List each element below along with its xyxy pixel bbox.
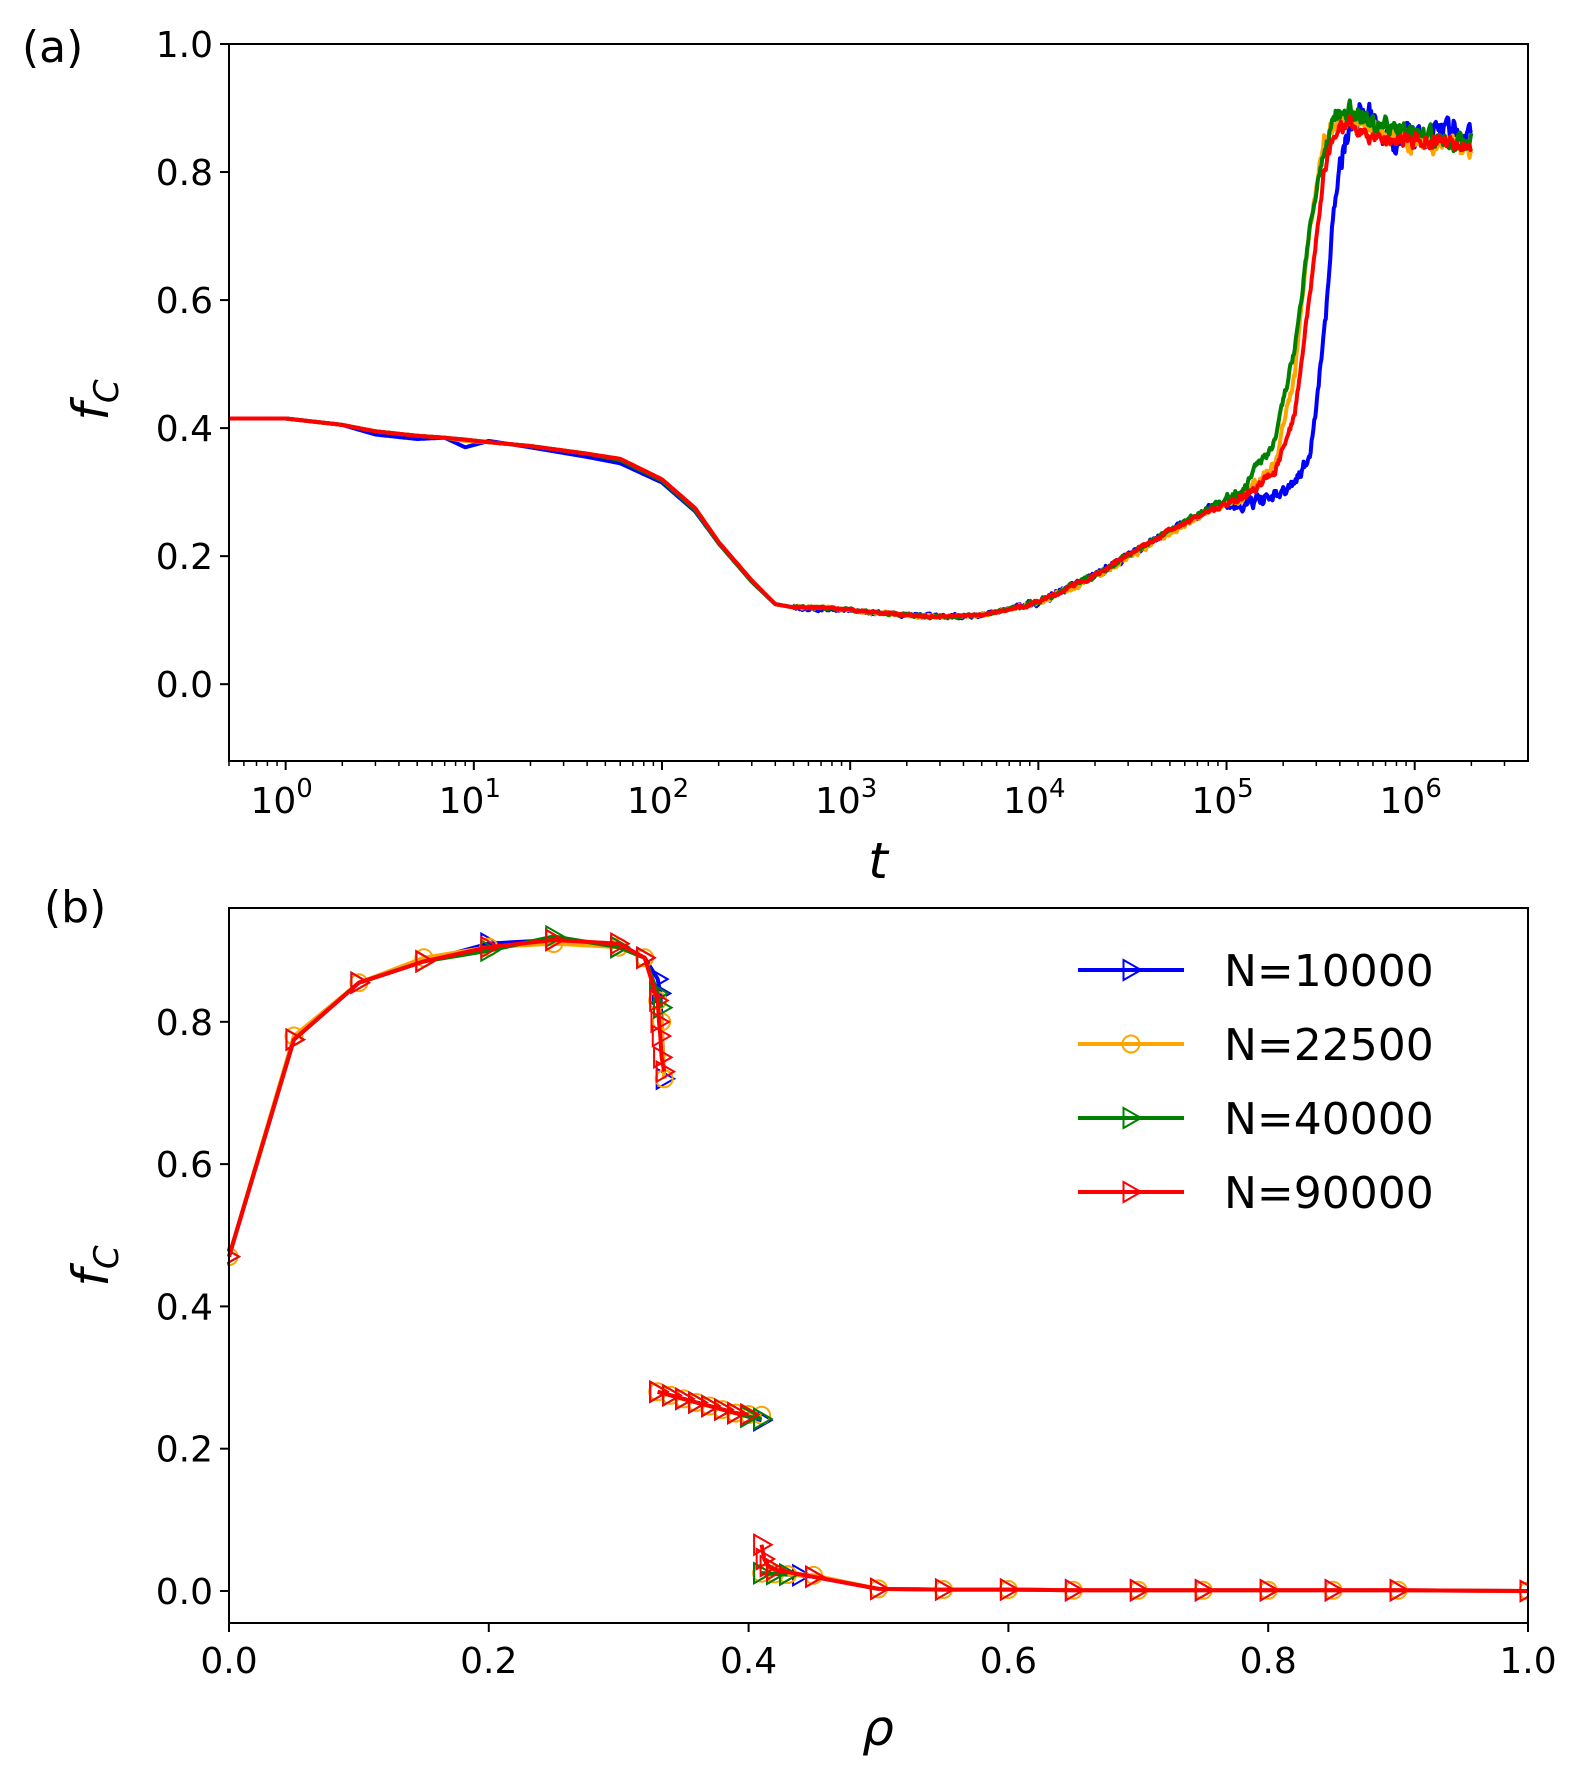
panel-b-data-point <box>753 1407 774 1431</box>
panel-b-data-point <box>766 1557 787 1582</box>
panel-b-data-point <box>701 1394 722 1418</box>
panel-b-series-line <box>227 938 667 1258</box>
panel-b-data-point <box>740 1402 761 1427</box>
panel-b-data-point <box>755 1547 777 1571</box>
panel-a-series-line <box>229 114 1474 620</box>
panel-b-data-point <box>649 988 670 1013</box>
panel-b-data-point <box>1389 1578 1411 1602</box>
panel-b-x-label: ρ <box>862 1699 894 1757</box>
legend-marker <box>1121 1034 1141 1054</box>
panel-b-data-point <box>285 1027 306 1052</box>
panel-a-x-tick-label: 106 <box>1380 774 1442 822</box>
panel-a-y-tick-label: 0.2 <box>156 537 213 578</box>
panel-b-y-tick-label: 0.0 <box>156 1572 213 1613</box>
panel-b-y-tick-label: 0.2 <box>156 1430 213 1471</box>
svg-text:fC: fC <box>62 379 127 421</box>
panel-a-y-tick-label: 0.0 <box>156 665 213 706</box>
panel-a-x-tick-label: 101 <box>439 774 501 822</box>
panel-b-y-tick-label: 0.4 <box>156 1287 213 1328</box>
panel-b-y-tick-label: 0.8 <box>156 1003 213 1044</box>
panel-b-data-point <box>636 946 657 970</box>
panel-b-data-point <box>1064 1578 1086 1602</box>
panel-b-data-point <box>662 1383 683 1408</box>
panel-b-x-tick-label: 1.0 <box>1499 1641 1556 1682</box>
panel-b-data-point <box>1519 1579 1528 1603</box>
panel-a-x-tick-label: 104 <box>1003 774 1065 822</box>
legend-label: N=40000 <box>1224 1094 1434 1145</box>
panel-b-data-point <box>1259 1578 1281 1602</box>
panel-a-y-tick-label: 0.8 <box>156 153 213 194</box>
panel-b-y-label-sub: C <box>87 1245 127 1269</box>
panel-a-x-label: t <box>868 832 890 890</box>
panel-b-data-point <box>999 1577 1021 1602</box>
panel-b-label: (b) <box>44 882 106 933</box>
legend-label: N=22500 <box>1224 1020 1434 1071</box>
panel-b-data-point <box>688 1390 709 1415</box>
panel-b-data-point <box>779 1562 800 1587</box>
panel-a-label: (a) <box>22 22 83 73</box>
panel-a-y-tick-label: 0.4 <box>156 409 213 450</box>
panel-b-legend: N=10000 N=22500 N=40000 N=90000 <box>1078 946 1434 1219</box>
panel-a-y-label-sub: C <box>87 379 127 403</box>
panel-a-x-ticks: 100 101 102 103 104 105 106 <box>228 761 1506 822</box>
panel-b-data-point <box>805 1565 826 1589</box>
panel-b-series <box>227 924 1528 1603</box>
panel-b-data-point <box>227 1248 242 1265</box>
panel-b-data-point <box>753 1561 774 1585</box>
panel-b-x-tick-label: 0.2 <box>460 1641 517 1682</box>
legend-marker <box>1122 1106 1144 1130</box>
legend-label: N=10000 <box>1224 946 1434 997</box>
panel-b-data-point <box>545 928 566 952</box>
legend-marker <box>1122 1180 1144 1204</box>
panel-b-data-point <box>1194 1578 1216 1602</box>
panel-b-series-line <box>759 1544 1528 1593</box>
panel-a-series <box>229 98 1474 621</box>
panel-b-data-point <box>610 931 631 956</box>
panel-a-y-label: fC <box>62 379 127 421</box>
panel-b-y-tick-label: 0.6 <box>156 1145 213 1186</box>
panel-b-data-point <box>727 1401 748 1425</box>
panel-b-series-group <box>227 928 1528 1603</box>
panel-b-data-point <box>655 1059 677 1084</box>
panel-b-data-point <box>480 935 501 959</box>
panel-a-x-tick-label: 103 <box>815 774 877 822</box>
panel-b-data-point <box>650 1010 671 1034</box>
panel-a: (a) 100 101 102 103 104 105 106 0.00.20.40.60.… <box>22 22 1529 890</box>
panel-a-y-tick-label: 0.6 <box>156 281 213 322</box>
panel-b-x-tick-label: 0.6 <box>980 1641 1037 1682</box>
panel-b-data-point <box>870 1577 891 1601</box>
panel-b-x-tick-label: 0.4 <box>720 1641 777 1682</box>
panel-b-data-point <box>1129 1578 1151 1602</box>
panel-a-x-tick-label: 100 <box>250 774 312 822</box>
panel-a-y-ticks: 0.0 0.2 0.4 0.6 0.8 1.0 <box>156 25 229 706</box>
panel-b-data-point <box>675 1387 696 1411</box>
panel-b-frame <box>228 907 1529 1624</box>
panel-b-data-point <box>714 1397 735 1422</box>
legend-marker <box>1122 958 1144 982</box>
legend-label: N=90000 <box>1224 1168 1434 1219</box>
panel-b-y-ticks: 0.0 0.2 0.4 0.6 0.8 <box>156 1003 229 1613</box>
panel-b-data-point <box>753 1533 774 1557</box>
panel-b-x-tick-label: 0.8 <box>1240 1641 1297 1682</box>
panel-b-x-ticks: 0.0 0.2 0.4 0.6 0.8 1.0 <box>200 1623 1557 1682</box>
panel-a-frame <box>228 43 1529 762</box>
panel-b-data-point <box>350 970 371 995</box>
panel-b-data-point <box>649 1380 670 1404</box>
panel-b-data-point <box>651 1024 673 1048</box>
panel-a-x-tick-label: 105 <box>1191 774 1253 822</box>
panel-a-y-tick-label: 1.0 <box>156 25 213 66</box>
panel-b-data-point <box>934 1577 956 1602</box>
panel-b-data-point <box>1324 1578 1346 1602</box>
panel-b-x-tick-label: 0.0 <box>200 1641 257 1682</box>
panel-a-x-tick-label: 102 <box>627 774 689 822</box>
panel-b-data-point <box>415 949 436 974</box>
panel-b-data-point <box>653 1045 674 1070</box>
panel-b: (b) 0.0 0.2 0.4 0.6 0.8 1.0 0.0 0.2 0.4 0.6 0.8 ρ… <box>44 882 1557 1757</box>
